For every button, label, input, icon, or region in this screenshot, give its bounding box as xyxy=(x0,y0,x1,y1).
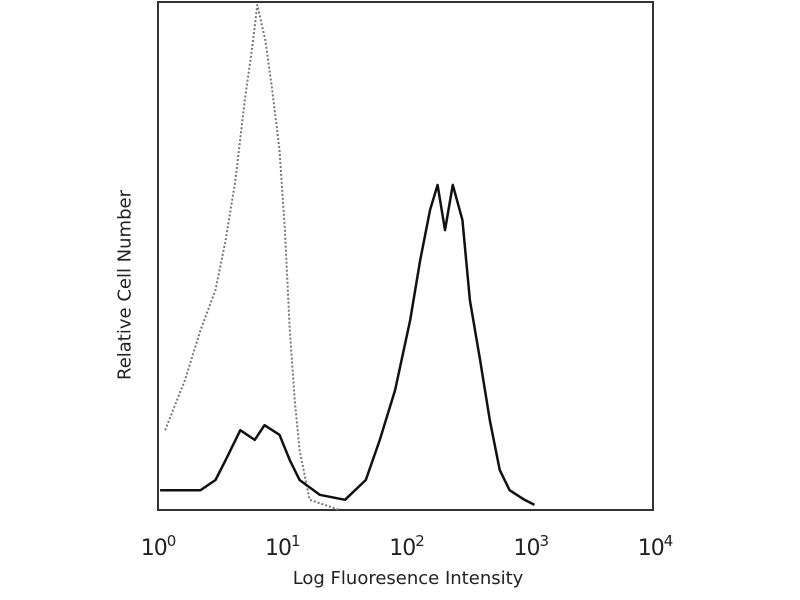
x-axis-label: Log Fluoresence Intensity xyxy=(292,568,524,589)
x-tick-label: 103 xyxy=(513,532,549,561)
isotype-control-histogram xyxy=(164,4,341,511)
x-tick-label: 102 xyxy=(389,532,424,561)
y-axis-label: Relative Cell Number xyxy=(114,190,136,380)
stained-sample-histogram xyxy=(160,183,536,507)
plot-frame xyxy=(157,1,654,511)
x-tick-label: 100 xyxy=(140,532,176,561)
x-tick-label: 101 xyxy=(264,532,300,561)
x-tick-label: 104 xyxy=(637,532,673,561)
